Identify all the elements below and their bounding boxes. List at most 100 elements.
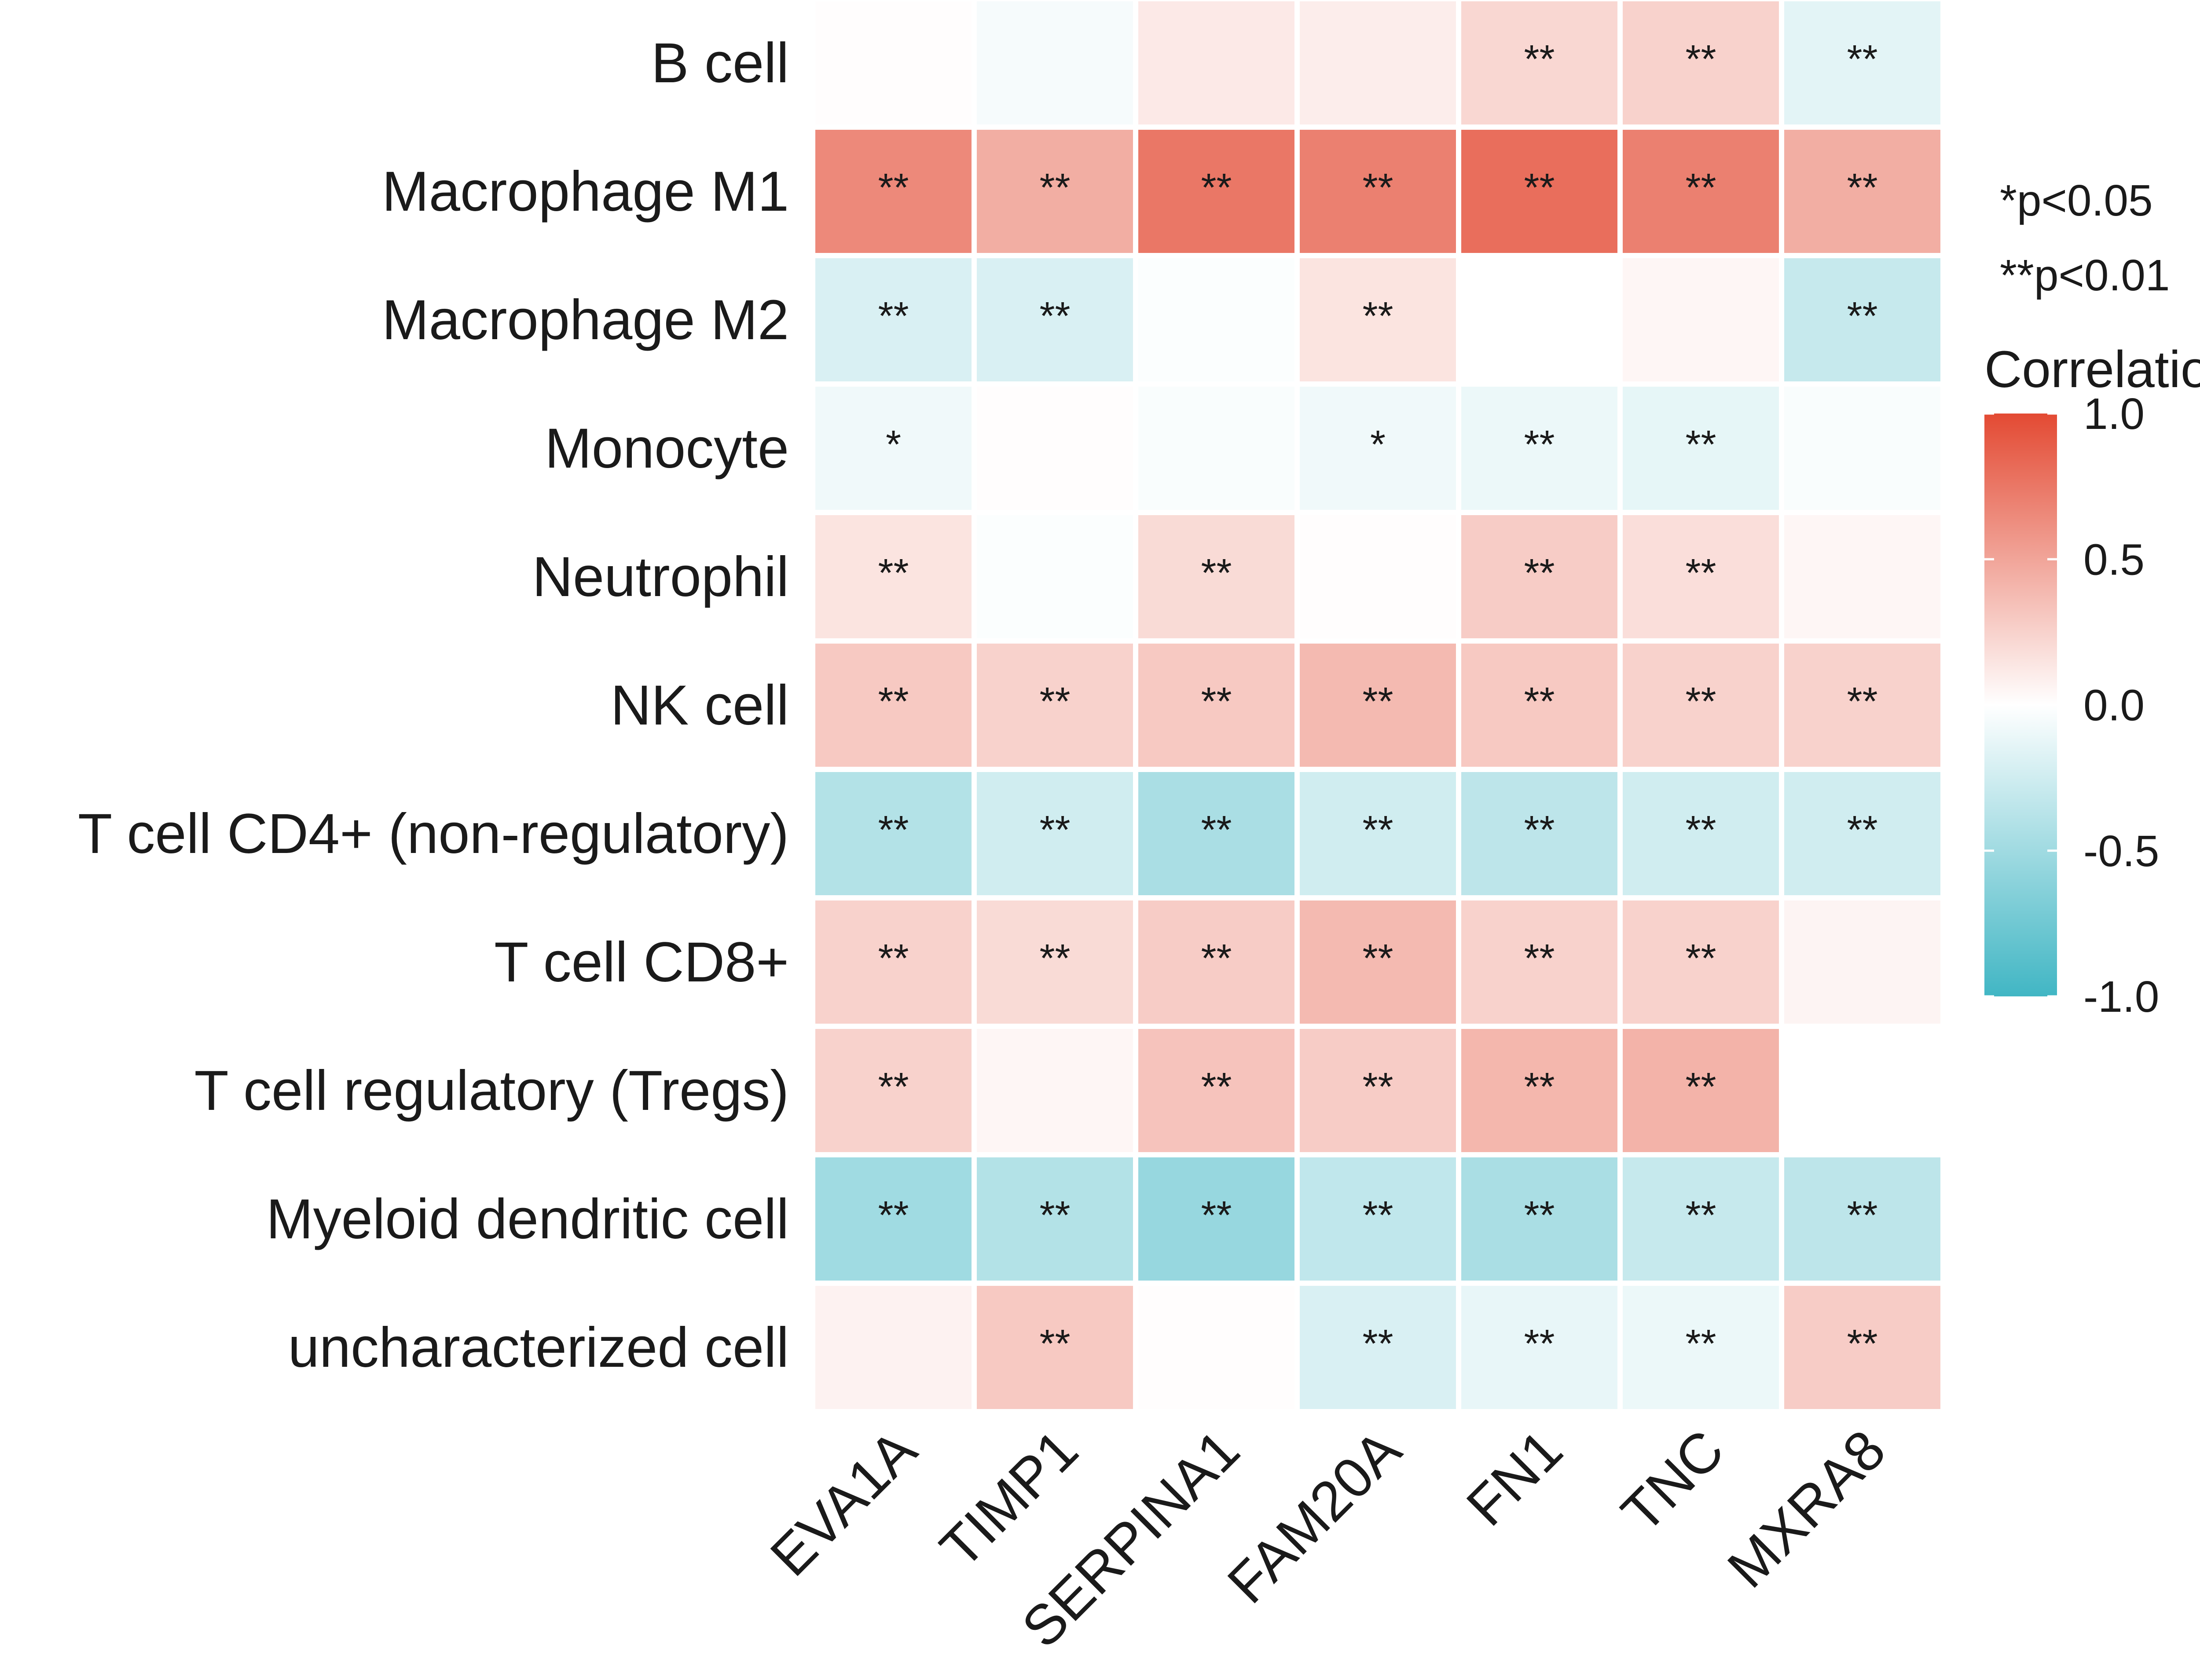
significance-marker: ** [1685, 166, 1716, 210]
heatmap-cell [1623, 258, 1779, 381]
heatmap-cell [1461, 900, 1617, 1024]
significance-marker: ** [1362, 808, 1393, 852]
heatmap-cell [1300, 387, 1456, 510]
heatmap-cell [1461, 644, 1617, 767]
significance-marker: ** [1847, 37, 1877, 81]
row-label: NK cell [611, 674, 789, 737]
significance-marker: ** [1685, 808, 1716, 852]
significance-marker: ** [1524, 680, 1555, 724]
heatmap-cell [1461, 1, 1617, 124]
significance-marker: ** [1362, 1322, 1393, 1366]
significance-marker: ** [1039, 680, 1070, 724]
significance-marker: ** [1524, 37, 1555, 81]
heatmap-cell [1461, 1029, 1617, 1152]
heatmap-cell [1138, 772, 1294, 895]
heatmap-cell [1138, 130, 1294, 253]
significance-marker: ** [1362, 680, 1393, 724]
significance-marker: ** [1201, 551, 1232, 595]
significance-marker: ** [1362, 937, 1393, 981]
heatmap-cell [977, 900, 1133, 1024]
heatmap-cell [977, 515, 1133, 638]
heatmap-cell [977, 387, 1133, 510]
significance-marker: ** [878, 166, 909, 210]
heatmap-cell [1300, 515, 1456, 638]
significance-marker: ** [1362, 166, 1393, 210]
heatmap-cell [1784, 387, 1940, 510]
significance-marker: ** [1685, 37, 1716, 81]
significance-marker: ** [1201, 1065, 1232, 1109]
legend-note-p01: **p<0.01 [2000, 251, 2170, 300]
significance-marker: ** [1524, 937, 1555, 981]
row-labels: B cell Macrophage M1 Macrophage M2 Monocyte… [78, 32, 789, 1379]
heatmap-cell [1784, 130, 1940, 253]
heatmap-cell [815, 1029, 972, 1152]
heatmap-cell [1300, 1157, 1456, 1281]
column-label: MXRA8 [1716, 1418, 1897, 1600]
heatmap-cell [1300, 1029, 1456, 1152]
heatmap-cell [977, 644, 1133, 767]
heatmap-cell [1623, 515, 1779, 638]
heatmap-cell [1623, 130, 1779, 253]
heatmap-cell [1623, 387, 1779, 510]
significance-marker: ** [1201, 680, 1232, 724]
heatmap-cell [1138, 644, 1294, 767]
significance-marker: ** [1201, 1193, 1232, 1237]
heatmap-cell [815, 900, 972, 1024]
heatmap-cell [1461, 515, 1617, 638]
column-label: FAM20A [1216, 1418, 1413, 1615]
row-label: Macrophage M2 [382, 289, 789, 351]
significance-marker: ** [878, 1065, 909, 1109]
heatmap-cell [1623, 772, 1779, 895]
heatmap-cell [1138, 258, 1294, 381]
significance-marker: ** [1685, 1193, 1716, 1237]
heatmap-cell [1300, 772, 1456, 895]
heatmap-cell [1300, 130, 1456, 253]
significance-marker: ** [1524, 1193, 1555, 1237]
significance-marker: ** [1362, 1193, 1393, 1237]
significance-marker: ** [1362, 1065, 1393, 1109]
heatmap-cell [1300, 644, 1456, 767]
heatmap-cell [1461, 387, 1617, 510]
significance-marker: ** [1847, 294, 1877, 338]
legend-tick-label: 0.5 [2083, 535, 2145, 584]
legend-title: Correlation [1984, 340, 2200, 399]
significance-marker: ** [1039, 1322, 1070, 1366]
heatmap-cell [1784, 644, 1940, 767]
legend-note-p05: *p<0.05 [2000, 176, 2153, 225]
legend-tick-label: -1.0 [2083, 972, 2159, 1021]
legend-tick-label: 1.0 [2083, 389, 2145, 439]
heatmap-cell [1784, 772, 1940, 895]
significance-marker: ** [878, 551, 909, 595]
heatmap-cell [1784, 1157, 1940, 1281]
significance-marker: ** [1847, 1193, 1877, 1237]
significance-marker: ** [1847, 1322, 1877, 1366]
significance-marker: ** [1524, 1065, 1555, 1109]
significance-marker: ** [1201, 808, 1232, 852]
heatmap-cell [977, 1029, 1133, 1152]
heatmap-cell [1784, 900, 1940, 1024]
heatmap-cell [977, 772, 1133, 895]
column-label: EVA1A [759, 1418, 929, 1588]
row-label: Macrophage M1 [382, 160, 789, 223]
significance-marker: ** [1847, 680, 1877, 724]
significance-marker: ** [1685, 1065, 1716, 1109]
significance-marker: ** [878, 680, 909, 724]
heatmap-cell [1300, 1, 1456, 124]
column-label: TNC [1610, 1418, 1736, 1545]
heatmap-cell [1138, 387, 1294, 510]
legend-ticks: 1.0 0.5 0.0 -0.5 -1.0 [1984, 389, 2159, 1021]
significance-marker: ** [1039, 1193, 1070, 1237]
heatmap-cell [815, 387, 972, 510]
heatmap-cell [977, 1157, 1133, 1281]
significance-marker: ** [1685, 551, 1716, 595]
significance-marker: ** [1685, 937, 1716, 981]
significance-marker: ** [1039, 937, 1070, 981]
significance-marker: ** [1524, 166, 1555, 210]
heatmap-cell [1138, 1157, 1294, 1281]
significance-marker: ** [878, 808, 909, 852]
legend-tick-label: 0.0 [2083, 681, 2145, 730]
heatmap-cell [1623, 644, 1779, 767]
significance-marker: ** [878, 294, 909, 338]
heatmap-cell [1300, 900, 1456, 1024]
